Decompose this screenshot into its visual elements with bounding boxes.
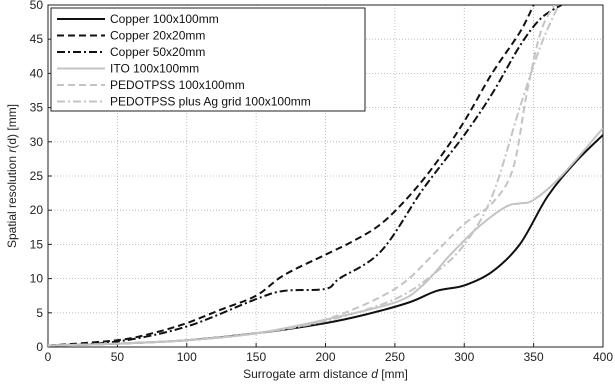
x-axis-label: Surrogate arm distance d [mm] [243,367,408,381]
y-tick-label: 25 [30,169,44,183]
x-tick-label: 150 [246,350,266,364]
series-line-2 [48,5,535,347]
x-tick-label: 50 [111,350,125,364]
y-tick-label: 10 [30,272,44,286]
x-tick-label: 0 [45,350,52,364]
x-tick-label: 100 [177,350,197,364]
series-line-5 [48,5,556,347]
y-tick-label: 30 [30,135,44,149]
x-tick-label: 300 [454,350,474,364]
y-tick-label: 45 [30,32,44,46]
x-tick-label: 250 [385,350,405,364]
y-tick-label: 20 [30,203,44,217]
axis-ticks: 0 50 100 150 200 250 300 350 400 0 5 10 15 20 25 30 35 40… [30,0,614,364]
legend-label-3: Copper 50x20mm [110,45,205,59]
legend-box [50,7,366,112]
legend-label-5: PEDOTPSS 100x100mm [110,78,245,92]
y-tick-label: 5 [36,306,43,320]
y-tick-label: 50 [30,0,44,12]
x-tick-label: 350 [524,350,544,364]
series-line-6 [48,5,560,347]
x-tick-label: 200 [315,350,335,364]
y-tick-label: 0 [36,340,43,354]
series-line-3 [48,5,562,347]
y-tick-label: 40 [30,66,44,80]
y-tick-label: 15 [30,237,44,251]
legend-label-1: Copper 100x100mm [110,12,219,26]
legend-label-2: Copper 20x20mm [110,29,205,43]
legend: Copper 100x100mm Copper 20x20mm Copper 50x… [50,7,366,112]
series-lines [48,5,603,347]
y-axis-label: Spatial resolution r(d) [mm] [5,104,19,248]
legend-label-4: ITO 100x100mm [110,62,199,76]
legend-label-6: PEDOTPSS plus Ag grid 100x100mm [110,95,311,109]
x-tick-label: 400 [593,350,613,364]
y-tick-label: 35 [30,101,44,115]
